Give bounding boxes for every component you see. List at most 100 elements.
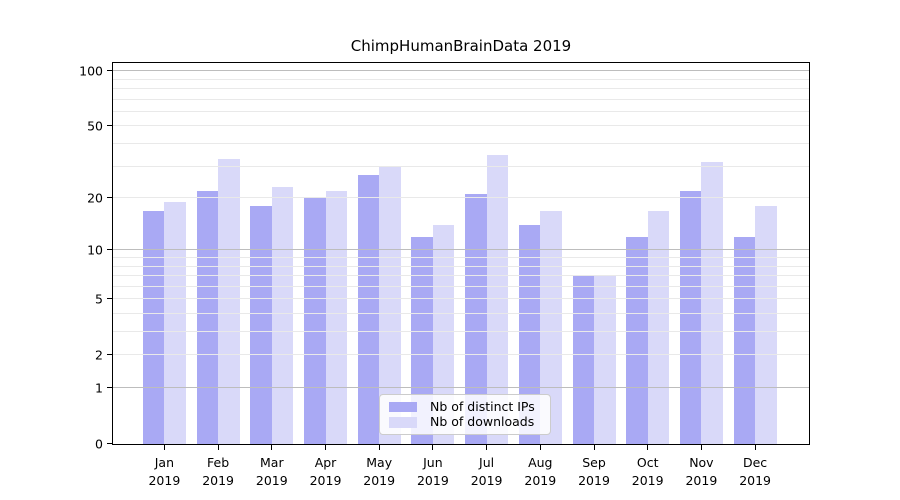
x-label-month: Mar — [260, 455, 284, 470]
x-tick-mar — [271, 445, 273, 450]
x-label-year: 2019 — [631, 473, 664, 488]
x-label-month: Aug — [528, 455, 553, 470]
x-label-dec: Dec 2019 — [723, 454, 787, 490]
gridline-minor-2 — [113, 354, 809, 356]
x-label-year: 2019 — [524, 473, 557, 488]
legend-label-distinct-ips: Nb of distinct IPs — [430, 398, 535, 414]
x-label-month: Feb — [207, 455, 230, 470]
x-tick-nov — [700, 445, 702, 450]
gridline-minor-4 — [113, 313, 809, 314]
bar-downloads-apr — [325, 190, 347, 444]
y-tick-10 — [107, 249, 112, 251]
y-tick-label-5: 5 — [95, 291, 103, 307]
bar-distinct-ips-may — [357, 174, 380, 444]
x-label-year: 2019 — [685, 473, 718, 488]
x-tick-may — [378, 445, 380, 450]
y-tick-label-100: 100 — [79, 63, 103, 79]
bar-distinct-ips-aug — [518, 225, 541, 444]
gridline-minor-90 — [113, 78, 809, 80]
bar-distinct-ips-oct — [626, 236, 648, 444]
x-label-jun: Jun 2019 — [401, 454, 465, 490]
x-label-year: 2019 — [363, 473, 396, 488]
x-label-month: Dec — [742, 455, 768, 470]
bar-distinct-ips-feb — [196, 190, 219, 444]
x-label-sep: Sep 2019 — [562, 454, 626, 490]
gridline-minor-20 — [113, 197, 809, 199]
y-tick-50 — [107, 125, 112, 127]
bar-downloads-nov — [701, 161, 723, 444]
x-label-year: 2019 — [148, 473, 181, 488]
x-label-month: Jun — [423, 455, 443, 470]
x-tick-oct — [647, 445, 649, 450]
gridline-minor-9 — [113, 257, 809, 258]
bar-downloads-may — [379, 166, 401, 444]
x-label-year: 2019 — [578, 473, 610, 488]
x-tick-apr — [325, 445, 326, 450]
gridline-minor-5 — [113, 298, 809, 300]
x-label-oct: Oct 2019 — [616, 454, 680, 490]
y-tick-5 — [107, 298, 112, 300]
x-label-month: Apr — [314, 455, 337, 470]
legend-swatch-downloads — [389, 417, 417, 428]
x-label-month: Jan — [154, 455, 175, 470]
x-label-may: May 2019 — [347, 454, 411, 490]
x-label-year: 2019 — [309, 473, 342, 488]
x-label-year: 2019 — [470, 473, 503, 488]
gridline-minor-50 — [113, 125, 809, 127]
y-tick-1 — [107, 387, 112, 389]
legend-label-downloads: Nb of downloads — [430, 414, 535, 430]
bar-distinct-ips-apr — [304, 198, 326, 444]
y-tick-label-10: 10 — [87, 242, 103, 258]
legend-item-distinct-ips: Nb of distinct IPs — [389, 398, 541, 414]
gridline-minor-80 — [113, 88, 809, 90]
bar-distinct-ips-jun — [411, 236, 433, 444]
gridline-minor-70 — [113, 98, 809, 100]
legend-item-downloads: Nb of downloads — [389, 415, 541, 429]
x-tick-sep — [593, 445, 595, 450]
x-label-month: Sep — [582, 455, 606, 470]
y-tick-20 — [107, 197, 112, 199]
gridline-minor-30 — [113, 165, 809, 167]
chart-title: ChimpHumanBrainData 2019 — [350, 37, 572, 55]
y-tick-0 — [107, 443, 112, 444]
gridline-minor-8 — [113, 265, 809, 267]
gridline-major-1 — [113, 387, 809, 389]
bar-downloads-jul — [486, 154, 509, 444]
x-tick-jun — [432, 445, 434, 450]
legend-swatch-distinct-ips — [389, 401, 417, 412]
y-tick-label-2: 2 — [95, 347, 103, 363]
x-tick-feb — [217, 445, 219, 450]
x-label-aug: Aug 2019 — [508, 454, 572, 490]
gridline-minor-7 — [113, 275, 809, 277]
x-tick-jul — [486, 445, 488, 450]
bar-downloads-dec — [755, 206, 777, 444]
gridline-minor-6 — [113, 285, 809, 287]
x-tick-dec — [754, 445, 756, 450]
bar-downloads-mar — [271, 187, 294, 444]
gridline-major-10 — [113, 249, 809, 251]
bar-distinct-ips-jul — [465, 194, 487, 444]
y-tick-100 — [107, 70, 112, 72]
x-label-jul: Jul 2019 — [455, 454, 519, 490]
bar-downloads-jan — [164, 202, 186, 444]
x-label-jan: Jan 2019 — [132, 454, 196, 490]
gridline-minor-60 — [113, 110, 809, 112]
bar-distinct-ips-sep — [572, 276, 594, 444]
x-label-year: 2019 — [739, 473, 771, 488]
x-tick-jan — [163, 445, 165, 450]
gridline-minor-3 — [113, 331, 809, 333]
plot-area: Dec 2019 Nov 2019 Oct 2019 Sep 2019 Aug 2019 Jul 20… — [79, 62, 810, 488]
x-label-month: May — [366, 455, 393, 470]
y-tick-label-20: 20 — [87, 190, 103, 206]
bar-distinct-ips-dec — [733, 236, 756, 444]
x-label-year: 2019 — [416, 473, 449, 488]
x-tick-aug — [539, 445, 541, 450]
bar-distinct-ips-mar — [250, 206, 272, 444]
bar-downloads-oct — [647, 210, 670, 444]
y-tick-2 — [107, 354, 112, 356]
bar-downloads-aug — [540, 210, 562, 444]
x-label-mar: Mar 2019 — [240, 454, 304, 490]
bar-downloads-jun — [432, 225, 455, 444]
bar-downloads-sep — [594, 276, 616, 444]
gridline-minor-40 — [113, 143, 809, 145]
